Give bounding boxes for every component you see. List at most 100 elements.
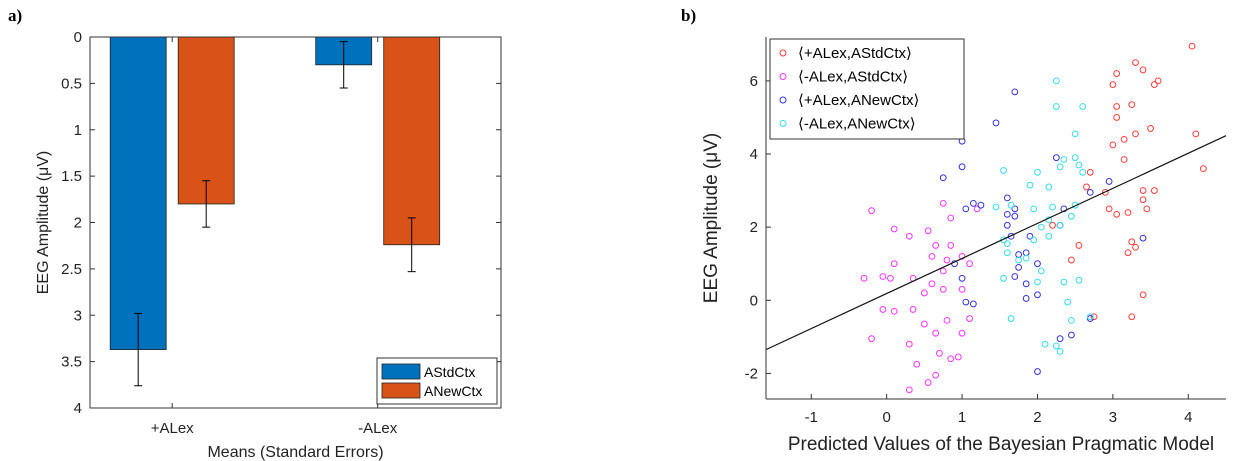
scatter-point: [1132, 243, 1139, 251]
scatter-point: [1022, 254, 1030, 262]
scatter-point: [1128, 238, 1136, 246]
bar-axes-box: [89, 36, 502, 409]
scatter-point: [1056, 335, 1064, 343]
scatter-point: [1128, 101, 1136, 109]
scatter-point: [1003, 240, 1011, 247]
scatter-point: [1079, 103, 1087, 110]
scatter-point: [1105, 205, 1113, 213]
scatter-point: [1003, 221, 1011, 229]
scatter-legend-marker: [779, 73, 787, 80]
panel-a-label: a): [8, 6, 22, 25]
scatter-point: [1147, 125, 1154, 132]
scatter-point: [1188, 42, 1196, 50]
scatter-point: [1075, 161, 1083, 169]
scatter-point: [1132, 59, 1139, 66]
scatter-point: [962, 205, 970, 213]
scatter-point: [1007, 201, 1015, 209]
scatter-point: [890, 307, 898, 315]
scatter-point: [954, 353, 962, 361]
scatter-point: [969, 199, 977, 207]
bar-legend-label: AStdCtx: [424, 364, 475, 380]
scatter-point: [1049, 221, 1056, 229]
scatter-point: [1086, 168, 1094, 176]
scatter-point: [1128, 313, 1136, 321]
bar-y-tick-label: 0: [74, 29, 82, 46]
bar-y-tick-label: 2: [74, 215, 82, 232]
scatter-point: [936, 349, 943, 357]
bar-legend-swatch: [381, 382, 421, 399]
scatter-point: [1083, 183, 1090, 191]
scatter-legend-label: ⟨+ALex,ANewCtx⟩: [798, 92, 919, 109]
bar-chart-x-axis-title: Means (Standard Errors): [207, 444, 383, 461]
scatter-point: [1034, 368, 1041, 375]
scatter-point: [1007, 232, 1015, 240]
scatter-chart-x-axis-title: Predicted Values of the Bayesian Pragmat…: [788, 434, 1214, 455]
scatter-y-tick-label: 0: [750, 292, 758, 309]
scatter-point: [1056, 163, 1064, 171]
scatter-point: [1026, 232, 1034, 240]
scatter-point: [1037, 223, 1045, 231]
scatter-point: [1113, 210, 1121, 218]
scatter-point: [879, 306, 887, 313]
bar: [383, 36, 441, 246]
scatter-x-tick-label: 1: [958, 409, 966, 426]
scatter-point: [1045, 232, 1053, 240]
bar: [177, 36, 235, 205]
scatter-legend-marker: [779, 96, 787, 104]
scatter-legend-label: ⟨-ALex,ANewCtx⟩: [798, 116, 916, 133]
scatter-point: [887, 274, 894, 282]
scatter-point: [932, 371, 940, 379]
scatter-point: [1139, 66, 1147, 74]
scatter-point: [1139, 196, 1147, 204]
panel-b-label: b): [681, 6, 696, 25]
scatter-point: [1052, 103, 1060, 110]
scatter-point: [992, 119, 1000, 127]
scatter-point: [1071, 130, 1079, 138]
scatter-point: [1011, 212, 1019, 220]
scatter-point: [1015, 263, 1023, 271]
scatter-point: [1015, 256, 1023, 264]
scatter-point: [958, 329, 966, 337]
scatter-point: [1003, 194, 1011, 202]
scatter-point: [1086, 189, 1094, 196]
scatter-point: [920, 320, 928, 328]
bar-y-tick-label: 1: [74, 122, 82, 139]
scatter-point: [939, 199, 947, 207]
bar: [109, 36, 167, 350]
scatter-point: [932, 329, 940, 337]
scatter-point: [905, 386, 913, 394]
scatter-point: [969, 300, 977, 308]
scatter-point: [1037, 267, 1045, 275]
scatter-point: [992, 203, 1000, 211]
scatter-point: [1075, 242, 1083, 249]
scatter-point: [1071, 201, 1079, 209]
scatter-point: [943, 256, 951, 264]
scatter-point: [1143, 205, 1151, 213]
scatter-point: [1090, 313, 1098, 321]
scatter-point: [1000, 274, 1007, 282]
scatter-point: [943, 316, 951, 324]
scatter-point: [928, 252, 936, 260]
scatter-point: [1124, 249, 1132, 257]
bar-chart-panel: 0 0.5 1 1.5 2 2.5 3 3.5 4 +ALex -ALex AStdCtx ANewCt…: [61, 29, 502, 437]
scatter-point: [890, 260, 898, 268]
scatter-x-tick-label: 2: [1033, 409, 1041, 426]
scatter-legend-label: ⟨+ALex,AStdCtx⟩: [798, 45, 912, 62]
bar-legend-label: ANewCtx: [424, 383, 482, 399]
scatter-point: [1071, 154, 1079, 162]
scatter-point: [909, 306, 917, 313]
scatter-point: [1022, 295, 1030, 302]
scatter-y-tick-label: 2: [750, 219, 758, 236]
scatter-point: [966, 260, 974, 268]
scatter-point: [1139, 291, 1147, 299]
scatter-y-tick-label: 6: [750, 73, 758, 90]
scatter-x-tick-label: -1: [805, 409, 818, 426]
scatter-point: [1075, 276, 1083, 284]
scatter-point: [879, 273, 887, 280]
scatter-point: [1011, 273, 1019, 280]
scatter-y-tick-label: -2: [745, 365, 758, 382]
scatter-point: [1030, 236, 1038, 244]
scatter-point: [1150, 81, 1158, 88]
scatter-point: [939, 267, 947, 275]
scatter-point: [1068, 212, 1075, 220]
